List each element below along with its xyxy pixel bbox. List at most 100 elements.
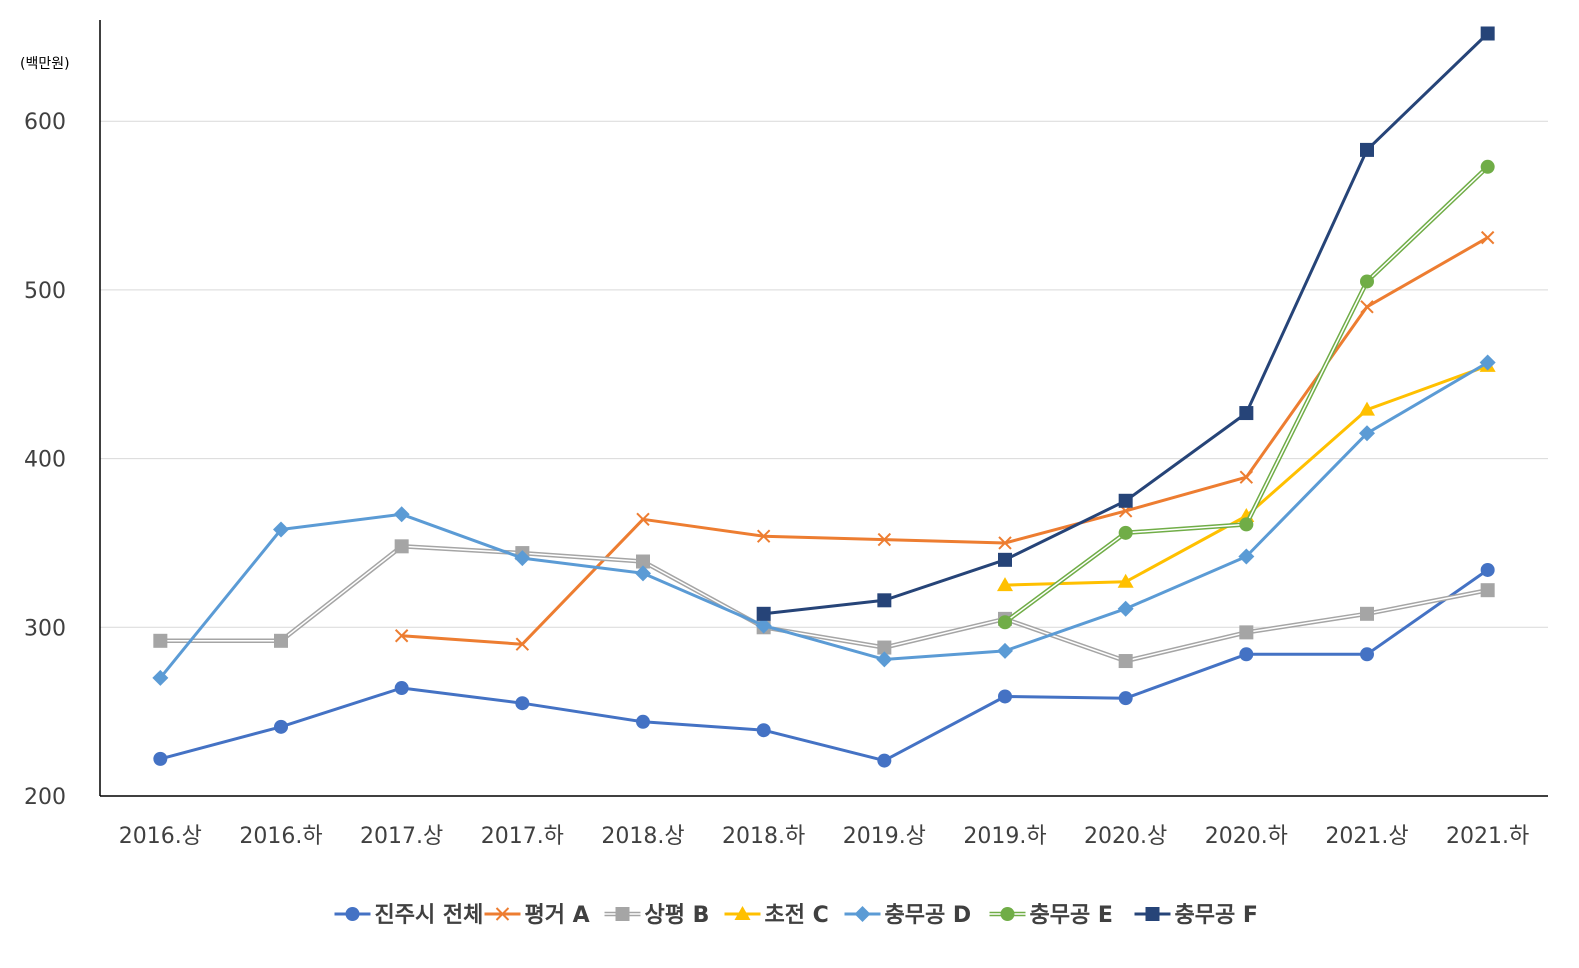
legend-label: 충무공 D bbox=[885, 903, 972, 928]
x-tick-label: 2020.상 bbox=[1084, 824, 1167, 849]
data-point bbox=[1480, 583, 1495, 598]
x-tick-label: 2021.상 bbox=[1325, 824, 1408, 849]
data-point bbox=[514, 550, 531, 567]
legend-label: 평거 A bbox=[525, 903, 590, 928]
data-point bbox=[1118, 654, 1133, 669]
data-point bbox=[1480, 230, 1495, 245]
data-point bbox=[1359, 425, 1375, 442]
data-point bbox=[1360, 142, 1374, 157]
data-point bbox=[153, 633, 168, 648]
data-point bbox=[1480, 562, 1495, 577]
legend-marker bbox=[345, 907, 360, 921]
series-line-inner bbox=[160, 545, 1488, 662]
data-point bbox=[1479, 354, 1496, 371]
legend-item: 초전 C bbox=[724, 903, 829, 928]
data-point bbox=[274, 633, 288, 648]
x-tick-label: 2019.하 bbox=[963, 824, 1046, 849]
data-point bbox=[1239, 625, 1254, 640]
series-group bbox=[998, 159, 1495, 630]
y-tick-label: 600 bbox=[24, 110, 66, 135]
data-point bbox=[997, 642, 1013, 659]
series-line bbox=[401, 236, 1489, 646]
data-point bbox=[273, 521, 289, 538]
legend-marker bbox=[495, 907, 510, 921]
x-tick-label: 2017.상 bbox=[360, 824, 443, 849]
legend-label: 상평 B bbox=[645, 903, 710, 928]
legend-item: 진주시 전체 bbox=[334, 903, 484, 928]
y-tick-label: 300 bbox=[24, 616, 66, 641]
series-line bbox=[159, 568, 1489, 763]
x-tick-label: 2018.상 bbox=[601, 824, 684, 849]
data-point bbox=[877, 532, 892, 547]
data-point bbox=[998, 615, 1012, 630]
data-point bbox=[515, 637, 530, 651]
data-point bbox=[515, 696, 530, 711]
series-group bbox=[153, 539, 1495, 669]
legend-label: 충무공 F bbox=[1175, 903, 1258, 928]
x-tick-label: 2016.하 bbox=[239, 824, 322, 849]
series-line bbox=[159, 361, 1489, 679]
data-point bbox=[636, 554, 650, 569]
data-point bbox=[393, 506, 410, 523]
y-tick-label: 400 bbox=[24, 448, 66, 473]
legend-marker bbox=[734, 906, 751, 920]
x-tick-label: 2016.상 bbox=[119, 824, 202, 849]
legend-marker bbox=[615, 907, 630, 921]
y-unit-label: (백만원) bbox=[20, 56, 70, 72]
data-point bbox=[1480, 159, 1495, 174]
series-group bbox=[153, 562, 1495, 768]
y-tick-label: 200 bbox=[24, 785, 66, 810]
data-point bbox=[152, 669, 169, 686]
data-point bbox=[998, 552, 1012, 567]
legend-label: 진주시 전체 bbox=[375, 903, 484, 928]
data-point bbox=[1360, 300, 1374, 314]
data-point bbox=[1239, 406, 1254, 421]
series-group bbox=[394, 230, 1495, 651]
x-tick-label: 2019.상 bbox=[843, 824, 926, 849]
data-point bbox=[394, 681, 409, 696]
data-point bbox=[998, 536, 1012, 550]
data-point bbox=[394, 629, 409, 643]
series-group bbox=[756, 26, 1495, 621]
data-point bbox=[877, 640, 892, 655]
data-point bbox=[877, 753, 892, 768]
data-point bbox=[877, 593, 892, 608]
x-tick-label: 2017.하 bbox=[481, 824, 564, 849]
data-point bbox=[1238, 548, 1255, 565]
data-point bbox=[635, 565, 651, 582]
data-point bbox=[1359, 401, 1375, 416]
data-point bbox=[394, 539, 409, 554]
data-point bbox=[755, 617, 772, 634]
legend-item: 상평 B bbox=[604, 903, 710, 928]
series-group bbox=[152, 354, 1496, 686]
data-point bbox=[1360, 606, 1374, 621]
data-point bbox=[1480, 26, 1495, 41]
data-point bbox=[1118, 691, 1133, 706]
data-point bbox=[756, 529, 771, 543]
data-point bbox=[756, 723, 771, 738]
legend-marker bbox=[854, 906, 871, 922]
legend-label: 초전 C bbox=[765, 903, 829, 928]
data-point bbox=[1239, 647, 1254, 662]
legend-item: 충무공 F bbox=[1134, 903, 1258, 928]
data-point bbox=[1118, 493, 1133, 508]
data-point bbox=[1239, 517, 1254, 532]
data-point bbox=[1118, 525, 1133, 540]
legend-marker bbox=[1145, 907, 1160, 921]
legend-item: 충무공 D bbox=[844, 903, 972, 928]
x-tick-label: 2018.하 bbox=[722, 824, 805, 849]
data-point bbox=[636, 512, 650, 527]
data-point bbox=[274, 719, 288, 734]
legend-item: 평거 A bbox=[484, 903, 590, 928]
data-point bbox=[997, 577, 1013, 592]
data-point bbox=[1360, 274, 1374, 289]
data-point bbox=[1117, 573, 1134, 588]
data-point bbox=[756, 606, 771, 621]
data-point bbox=[636, 714, 650, 729]
data-point bbox=[1360, 647, 1374, 662]
legend-marker bbox=[1000, 907, 1015, 921]
data-point bbox=[153, 751, 168, 766]
data-point bbox=[876, 651, 893, 668]
y-tick-label: 500 bbox=[24, 279, 66, 304]
x-tick-label: 2021.하 bbox=[1446, 824, 1529, 849]
